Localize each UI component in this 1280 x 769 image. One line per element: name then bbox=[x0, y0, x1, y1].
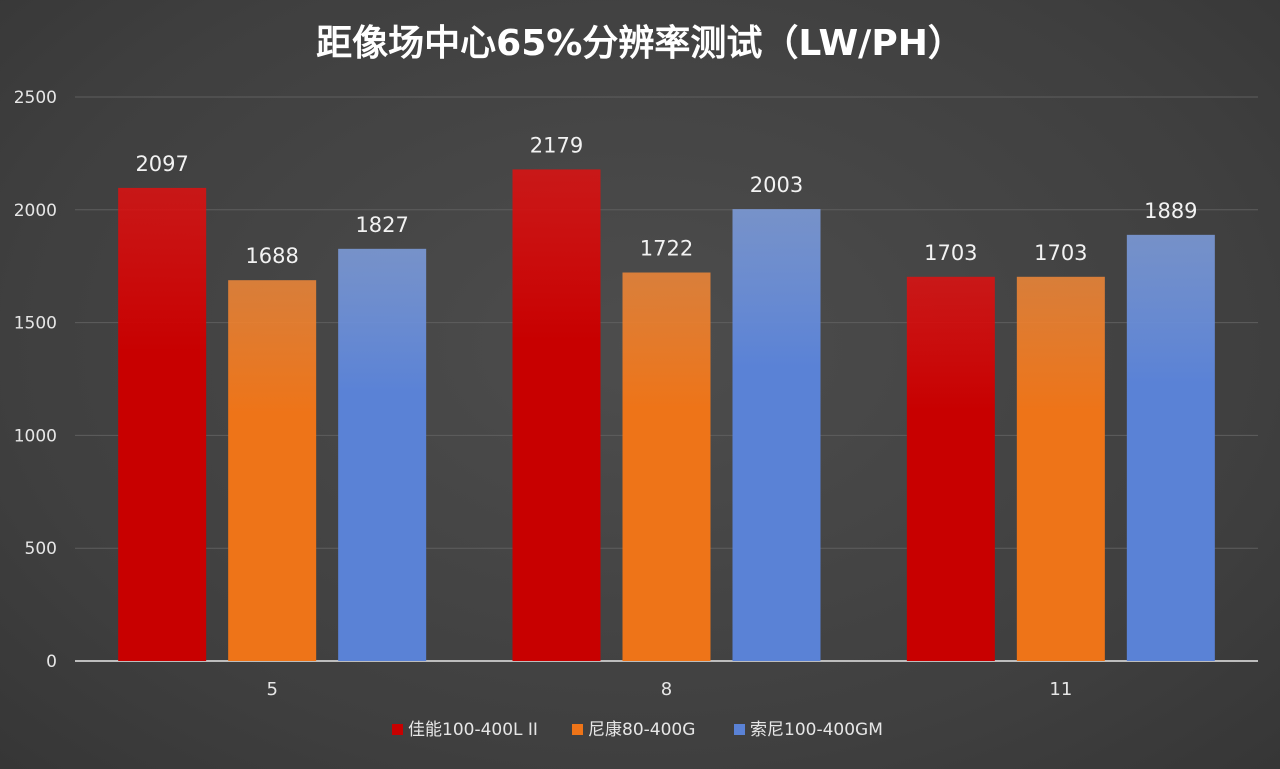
y-tick-label: 2500 bbox=[14, 88, 57, 108]
bar-8-series-0 bbox=[512, 169, 601, 661]
bar-5-series-0 bbox=[118, 187, 207, 661]
x-tick-label: 8 bbox=[661, 679, 672, 700]
bars bbox=[118, 169, 1215, 661]
bar-11-series-2 bbox=[1126, 234, 1215, 661]
bar-8-series-1 bbox=[622, 272, 711, 661]
x-tick-label: 5 bbox=[266, 679, 277, 700]
legend-swatch bbox=[392, 724, 403, 735]
legend-label: 佳能100-400L II bbox=[408, 720, 538, 740]
legend-swatch bbox=[734, 724, 745, 735]
x-axis-ticks: 5 8 11 bbox=[266, 679, 1072, 700]
data-label: 2003 bbox=[750, 173, 803, 197]
data-label: 1703 bbox=[924, 241, 977, 265]
bar-11-series-1 bbox=[1016, 276, 1105, 661]
data-label: 1688 bbox=[245, 244, 298, 268]
y-axis-ticks: 0 500 1000 1500 2000 2500 bbox=[14, 88, 57, 672]
chart-title: 距像场中心65%分辨率测试（LW/PH） bbox=[316, 23, 964, 64]
data-label: 1827 bbox=[355, 213, 408, 237]
y-tick-label: 2000 bbox=[14, 201, 57, 221]
legend-swatch bbox=[572, 724, 583, 735]
data-label: 1889 bbox=[1144, 199, 1197, 223]
y-tick-label: 500 bbox=[25, 539, 57, 559]
bar-5-series-1 bbox=[228, 280, 317, 661]
bar-8-series-2 bbox=[732, 209, 821, 661]
data-label: 1703 bbox=[1034, 241, 1087, 265]
bar-11-series-0 bbox=[906, 276, 995, 661]
y-tick-label: 1500 bbox=[14, 314, 57, 334]
legend: 佳能100-400L II 尼康80-400G 索尼100-400GM bbox=[392, 720, 883, 740]
y-tick-label: 0 bbox=[46, 652, 57, 672]
data-label: 1722 bbox=[640, 237, 693, 261]
y-tick-label: 1000 bbox=[14, 426, 57, 446]
x-tick-label: 11 bbox=[1049, 679, 1072, 700]
data-label: 2179 bbox=[530, 133, 583, 157]
data-label: 2097 bbox=[135, 152, 188, 176]
legend-label: 索尼100-400GM bbox=[750, 720, 883, 740]
data-labels: 2097 1688 1827 2179 1722 2003 1703 1703 1889 bbox=[135, 133, 1197, 268]
bar-5-series-2 bbox=[338, 248, 427, 661]
legend-label: 尼康80-400G bbox=[588, 720, 695, 740]
